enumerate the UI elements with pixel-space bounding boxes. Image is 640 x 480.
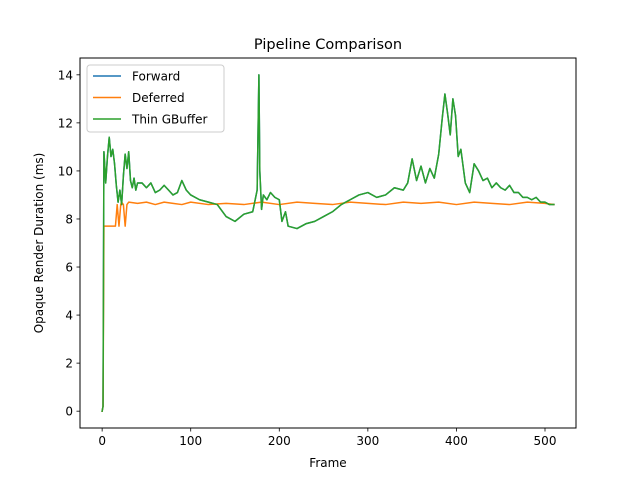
x-axis: 0 100 200 300 400 500 xyxy=(98,428,556,448)
x-tick-label: 500 xyxy=(534,434,557,448)
plot-area xyxy=(79,57,577,429)
legend: Forward Deferred Thin GBuffer xyxy=(86,64,225,133)
y-axis: 0 2 4 6 8 10 12 14 xyxy=(58,68,80,419)
x-tick-label: 0 xyxy=(98,434,106,448)
x-axis-label: Frame xyxy=(309,456,346,470)
y-tick-label: 8 xyxy=(65,212,73,226)
chart-title: Pipeline Comparison xyxy=(254,37,402,53)
axes-frame xyxy=(79,57,577,429)
series-line-1 xyxy=(101,201,555,413)
legend-label-2: Thin GBuffer xyxy=(131,113,207,127)
series-group xyxy=(101,74,555,413)
y-tick-label: 14 xyxy=(58,68,73,82)
y-tick-label: 6 xyxy=(65,261,73,275)
y-tick-label: 2 xyxy=(65,357,73,371)
x-tick-label: 300 xyxy=(356,434,379,448)
y-tick-label: 10 xyxy=(58,164,73,178)
x-tick-label: 400 xyxy=(445,434,468,448)
legend-box xyxy=(86,64,225,133)
y-tick-label: 12 xyxy=(58,116,73,130)
x-tick-label: 200 xyxy=(268,434,291,448)
x-tick-label: 100 xyxy=(179,434,202,448)
y-tick-label: 0 xyxy=(65,405,73,419)
y-axis-label: Opaque Render Duration (ms) xyxy=(32,153,46,334)
series-line-2 xyxy=(101,74,555,413)
y-tick-label: 4 xyxy=(65,309,73,323)
legend-label-1: Deferred xyxy=(132,91,185,105)
legend-label-0: Forward xyxy=(132,70,180,84)
